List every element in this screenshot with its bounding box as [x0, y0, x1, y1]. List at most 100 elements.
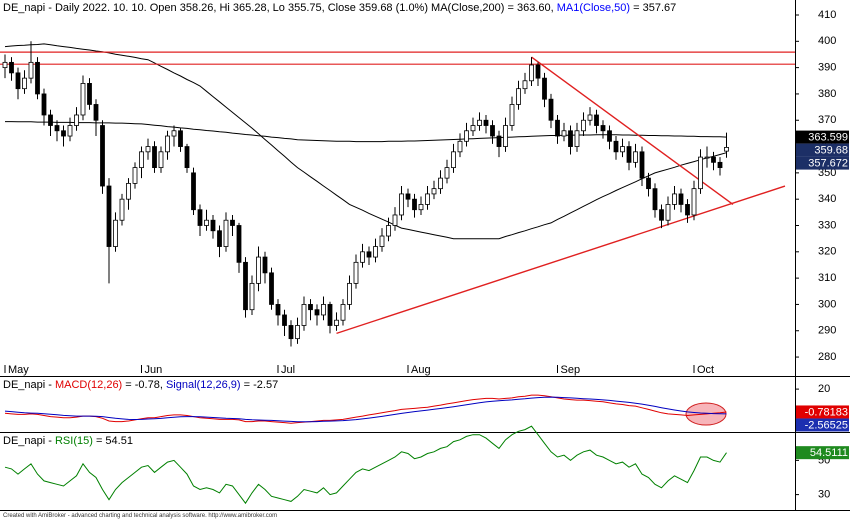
candle-body — [587, 114, 593, 121]
candle-body — [2, 61, 8, 69]
candle-body — [28, 61, 34, 79]
candle-body — [529, 64, 534, 82]
candle-body — [516, 88, 521, 105]
candle-body — [711, 156, 716, 163]
candle-body — [412, 198, 417, 211]
candle-body — [139, 151, 144, 169]
y-tick-label: 390 — [818, 62, 836, 74]
y-tick-label: 280 — [818, 351, 836, 363]
candle-body — [594, 114, 599, 126]
candle-body — [496, 135, 502, 147]
candle-body — [717, 161, 723, 169]
y-tick-label: 30 — [818, 489, 830, 501]
candle-body — [633, 151, 638, 163]
value-marker — [796, 130, 849, 144]
value-marker-label: 357.672 — [808, 157, 848, 169]
y-tick-label: 340 — [818, 193, 836, 205]
panel-title: DE_napi - Daily 2022. 10. 10. Open 358.2… — [3, 2, 676, 14]
panel-title: DE_napi - MACD(12,26) = -0.78, Signal(12… — [3, 379, 278, 391]
moving-average — [5, 121, 727, 143]
candle-body — [100, 125, 105, 187]
title-part: = -2.57 — [241, 379, 279, 391]
candle-body — [132, 167, 138, 184]
candle-body — [678, 193, 684, 205]
indicator-line — [4, 396, 727, 423]
candle-body — [600, 125, 606, 132]
candle-body — [503, 125, 508, 147]
candle-body — [236, 225, 242, 263]
candle-body — [659, 209, 664, 221]
x-tick-label: Jun — [145, 364, 163, 376]
candle-body — [379, 235, 385, 247]
candle-body — [191, 172, 196, 211]
candle-body — [386, 225, 391, 237]
candle-body — [438, 177, 443, 190]
y-tick-label: 380 — [818, 88, 836, 100]
y-tick-label: 20 — [818, 383, 830, 395]
candle-body — [35, 61, 40, 95]
value-marker-label: -2.56525 — [805, 419, 848, 431]
candle-body — [74, 114, 79, 126]
indicator-line — [4, 425, 727, 505]
candle-body — [119, 198, 125, 221]
candle-body — [444, 167, 450, 179]
candle-body — [399, 193, 404, 216]
candle-body — [223, 219, 229, 247]
candle-body — [145, 146, 151, 153]
title-part: RSI(15) — [55, 435, 93, 447]
moving-average — [4, 43, 727, 240]
candle-body — [93, 104, 99, 121]
candle-body — [282, 314, 287, 326]
candle-body — [217, 230, 222, 247]
candle-body — [574, 130, 580, 147]
title-part: Signal(12,26,9) — [166, 379, 241, 391]
candle-body — [80, 83, 86, 116]
candle-body — [334, 319, 339, 326]
candle-body — [691, 188, 697, 216]
candle-body — [301, 304, 307, 326]
candle-body — [178, 130, 183, 147]
title-part: = 357.67 — [630, 2, 676, 14]
value-marker — [796, 405, 849, 419]
value-marker-label: 363.599 — [808, 131, 848, 143]
candle-body — [353, 261, 359, 284]
candle-body — [171, 130, 177, 137]
candle-body — [275, 304, 281, 316]
candle-body — [535, 64, 541, 79]
candle-body — [646, 177, 651, 190]
candle-body — [9, 61, 14, 74]
candle-body — [249, 282, 255, 311]
y-tick-label: 310 — [818, 272, 836, 284]
candle-body — [581, 119, 586, 132]
panel-title: DE_napi - RSI(15) = 54.51 — [3, 435, 133, 447]
candle-body — [568, 130, 573, 147]
candle-body — [477, 119, 482, 126]
candle-body — [490, 125, 495, 137]
candle-body — [347, 282, 352, 305]
candle-body — [522, 80, 528, 90]
footer: Created with AmiBroker - advanced charti… — [3, 513, 277, 519]
title-part: DE_napi - — [3, 435, 55, 447]
candle-body — [418, 204, 424, 211]
candle-body — [184, 146, 190, 169]
candle-body — [210, 219, 216, 232]
y-tick-label: 290 — [818, 325, 836, 337]
candle-body — [321, 304, 326, 316]
candle-body — [366, 251, 372, 258]
candle-body — [22, 77, 27, 90]
candle-body — [431, 188, 437, 195]
candle-body — [639, 151, 645, 179]
title-part: MACD(12,26) — [55, 379, 122, 391]
value-marker-label: 54.5111 — [810, 447, 848, 459]
candle-body — [204, 219, 209, 226]
candle-body — [470, 125, 476, 132]
candle-body — [113, 219, 118, 247]
y-tick-label: 410 — [818, 9, 836, 21]
value-marker — [796, 143, 849, 157]
indicator-line — [4, 394, 727, 424]
candle-body — [230, 219, 235, 226]
title-part: = -0.78, — [122, 379, 166, 391]
candle-body — [464, 130, 469, 142]
